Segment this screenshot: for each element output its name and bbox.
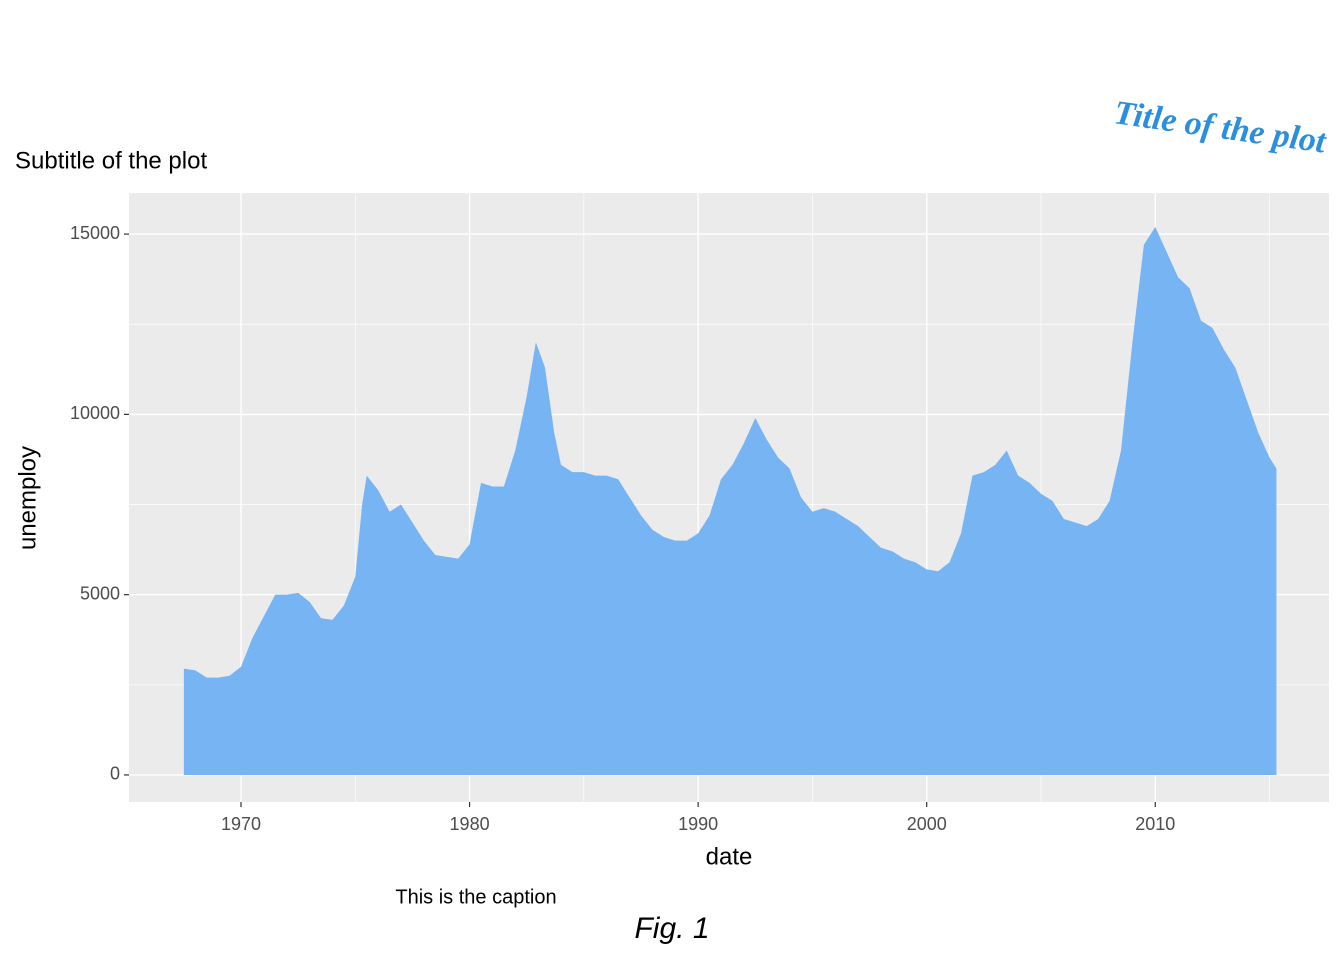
subtitle: Subtitle of the plot [15,147,207,174]
chart-title: Title of the plot [1112,94,1330,161]
caption: This is the caption [395,886,556,908]
y-tick-label: 5000 [80,583,120,603]
area [183,226,1277,775]
x-axis-title: date [706,843,753,870]
x-tick-label: 2000 [907,814,947,834]
y-tick-label: 10000 [70,403,120,423]
figure-tag: Fig. 1 [634,912,709,945]
x-tick-label: 2010 [1135,814,1175,834]
x-tick-label: 1990 [678,814,718,834]
x-tick-label: 1970 [221,814,261,834]
x-tick-label: 1980 [450,814,490,834]
y-tick-label: 15000 [70,223,120,243]
y-axis-title: unemploy [14,446,41,550]
y-tick-label: 0 [110,764,120,784]
